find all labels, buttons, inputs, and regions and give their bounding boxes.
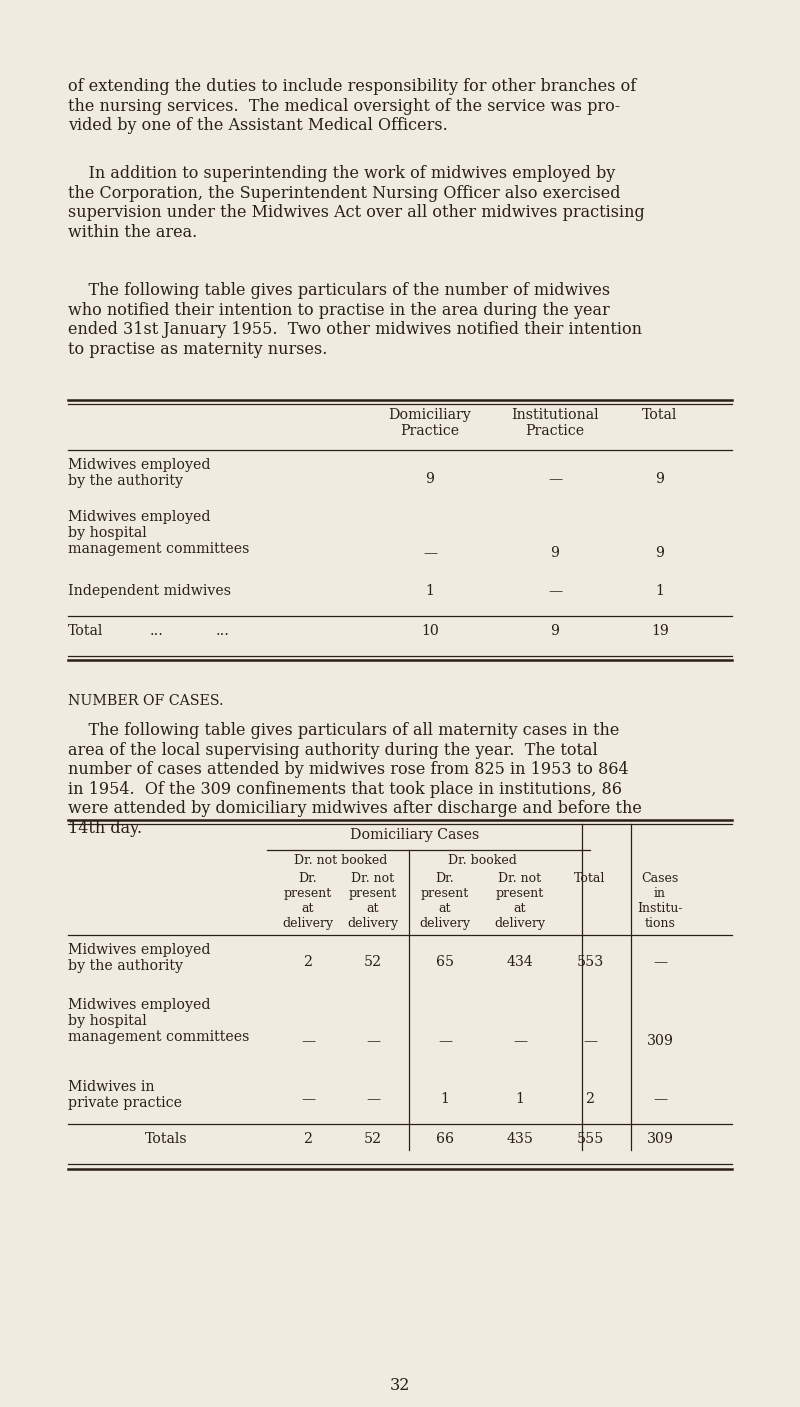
Text: Domiciliary
Practice: Domiciliary Practice bbox=[389, 408, 471, 438]
Text: 2: 2 bbox=[303, 1133, 313, 1145]
Text: Totals: Totals bbox=[145, 1133, 187, 1145]
Text: ...: ... bbox=[216, 623, 230, 637]
Text: —: — bbox=[438, 1034, 452, 1048]
Text: Dr. not booked: Dr. not booked bbox=[294, 854, 387, 867]
Text: The following table gives particulars of the number of midwives
who notified the: The following table gives particulars of… bbox=[68, 281, 642, 357]
Text: 1: 1 bbox=[515, 1092, 525, 1106]
Text: 1: 1 bbox=[655, 584, 665, 598]
Text: 52: 52 bbox=[364, 955, 382, 969]
Text: 434: 434 bbox=[506, 955, 534, 969]
Text: —: — bbox=[301, 1092, 315, 1106]
Text: Midwives employed
by hospital
management committees: Midwives employed by hospital management… bbox=[68, 998, 250, 1044]
Text: 309: 309 bbox=[646, 1133, 674, 1145]
Text: 9: 9 bbox=[655, 546, 665, 560]
Text: The following table gives particulars of all maternity cases in the
area of the : The following table gives particulars of… bbox=[68, 722, 642, 837]
Text: Independent midwives: Independent midwives bbox=[68, 584, 231, 598]
Text: Midwives employed
by the authority: Midwives employed by the authority bbox=[68, 943, 210, 974]
Text: Domiciliary Cases: Domiciliary Cases bbox=[350, 827, 479, 841]
Text: 19: 19 bbox=[651, 623, 669, 637]
Text: In addition to superintending the work of midwives employed by
the Corporation, : In addition to superintending the work o… bbox=[68, 165, 645, 241]
Text: 10: 10 bbox=[421, 623, 439, 637]
Text: Total: Total bbox=[574, 872, 606, 885]
Text: —: — bbox=[548, 471, 562, 485]
Text: 66: 66 bbox=[436, 1133, 454, 1145]
Text: —: — bbox=[513, 1034, 527, 1048]
Text: —: — bbox=[366, 1092, 380, 1106]
Text: 435: 435 bbox=[506, 1133, 534, 1145]
Text: 65: 65 bbox=[436, 955, 454, 969]
Text: 555: 555 bbox=[576, 1133, 604, 1145]
Text: —: — bbox=[653, 955, 667, 969]
Text: 2: 2 bbox=[303, 955, 313, 969]
Text: —: — bbox=[366, 1034, 380, 1048]
Text: Dr.
present
at
delivery: Dr. present at delivery bbox=[419, 872, 470, 930]
Text: Midwives employed
by the authority: Midwives employed by the authority bbox=[68, 459, 210, 488]
Text: Dr. not
present
at
delivery: Dr. not present at delivery bbox=[494, 872, 546, 930]
Text: —: — bbox=[653, 1092, 667, 1106]
Text: Cases
in
Institu-
tions: Cases in Institu- tions bbox=[638, 872, 682, 930]
Text: 9: 9 bbox=[655, 471, 665, 485]
Text: —: — bbox=[548, 584, 562, 598]
Text: Midwives in
private practice: Midwives in private practice bbox=[68, 1081, 182, 1110]
Text: Dr. booked: Dr. booked bbox=[448, 854, 517, 867]
Text: 52: 52 bbox=[364, 1133, 382, 1145]
Text: Total: Total bbox=[642, 408, 678, 422]
Text: 32: 32 bbox=[390, 1377, 410, 1394]
Text: —: — bbox=[301, 1034, 315, 1048]
Text: —: — bbox=[423, 546, 437, 560]
Text: of extending the duties to include responsibility for other branches of
the nurs: of extending the duties to include respo… bbox=[68, 77, 636, 134]
Text: 309: 309 bbox=[646, 1034, 674, 1048]
Text: 1: 1 bbox=[426, 584, 434, 598]
Text: 553: 553 bbox=[576, 955, 604, 969]
Text: —: — bbox=[583, 1034, 597, 1048]
Text: NUMBER OF CASES.: NUMBER OF CASES. bbox=[68, 694, 224, 708]
Text: Midwives employed
by hospital
management committees: Midwives employed by hospital management… bbox=[68, 509, 250, 556]
Text: 9: 9 bbox=[550, 546, 559, 560]
Text: Dr.
present
at
delivery: Dr. present at delivery bbox=[282, 872, 334, 930]
Text: Institutional
Practice: Institutional Practice bbox=[511, 408, 599, 438]
Text: 9: 9 bbox=[426, 471, 434, 485]
Text: 9: 9 bbox=[550, 623, 559, 637]
Text: ...: ... bbox=[150, 623, 164, 637]
Text: Total: Total bbox=[68, 623, 103, 637]
Text: 2: 2 bbox=[586, 1092, 594, 1106]
Text: 1: 1 bbox=[441, 1092, 450, 1106]
Text: Dr. not
present
at
delivery: Dr. not present at delivery bbox=[347, 872, 398, 930]
